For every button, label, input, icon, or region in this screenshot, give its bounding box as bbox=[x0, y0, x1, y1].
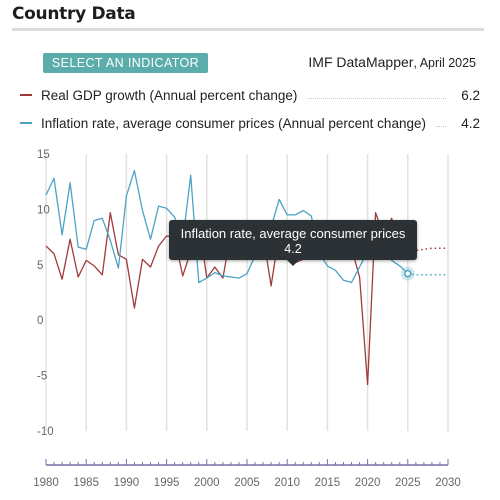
x-tick-label: 2030 bbox=[435, 477, 461, 489]
x-tick-label: 2000 bbox=[194, 477, 220, 489]
page-header: Country Data bbox=[12, 4, 484, 31]
legend-label-inflation: Inflation rate, average consumer prices … bbox=[41, 115, 426, 131]
select-indicator-button[interactable]: SELECT AN INDICATOR bbox=[43, 53, 208, 73]
source-date: , April 2025 bbox=[413, 56, 476, 70]
x-tick-label: 2025 bbox=[395, 477, 421, 489]
y-tick-label: -5 bbox=[37, 371, 47, 383]
x-tick-label: 2015 bbox=[315, 477, 341, 489]
tooltip-title: Inflation rate, average consumer prices bbox=[180, 226, 406, 241]
x-tick-label: 2020 bbox=[355, 477, 381, 489]
x-tick-label: 2010 bbox=[274, 477, 300, 489]
chart-tooltip: Inflation rate, average consumer prices … bbox=[169, 220, 417, 266]
y-tick-label: 5 bbox=[37, 260, 43, 272]
source-name: IMF DataMapper bbox=[308, 54, 414, 70]
x-tick-label: 1990 bbox=[114, 477, 140, 489]
legend-swatch-inflation bbox=[20, 122, 32, 124]
y-tick-label: 15 bbox=[37, 149, 50, 161]
x-tick-label: 1985 bbox=[73, 477, 99, 489]
tooltip-value: 4.2 bbox=[284, 242, 302, 256]
x-tick-label: 1995 bbox=[154, 477, 180, 489]
legend-item-inflation[interactable]: Inflation rate, average consumer prices … bbox=[20, 114, 480, 132]
tooltip-arrow bbox=[287, 260, 299, 266]
y-tick-label: -10 bbox=[37, 426, 54, 438]
y-tick-label: 10 bbox=[37, 204, 50, 216]
source-attribution: IMF DataMapper, April 2025 bbox=[308, 54, 476, 70]
page-title: Country Data bbox=[12, 4, 136, 24]
legend-item-gdp[interactable]: Real GDP growth (Annual percent change) … bbox=[20, 86, 480, 104]
legend-leader-inflation bbox=[435, 125, 446, 127]
legend-label-gdp: Real GDP growth (Annual percent change) bbox=[41, 87, 298, 103]
series-line-1 bbox=[45, 169, 409, 284]
x-tick-label: 2005 bbox=[234, 477, 260, 489]
legend-value-inflation: 4.2 bbox=[461, 115, 480, 131]
y-tick-label: 0 bbox=[37, 315, 43, 327]
legend-leader-gdp bbox=[307, 97, 446, 99]
x-tick-label: 1980 bbox=[33, 477, 59, 489]
legend-swatch-gdp bbox=[20, 94, 32, 96]
hover-point bbox=[404, 269, 412, 278]
legend-value-gdp: 6.2 bbox=[461, 87, 480, 103]
